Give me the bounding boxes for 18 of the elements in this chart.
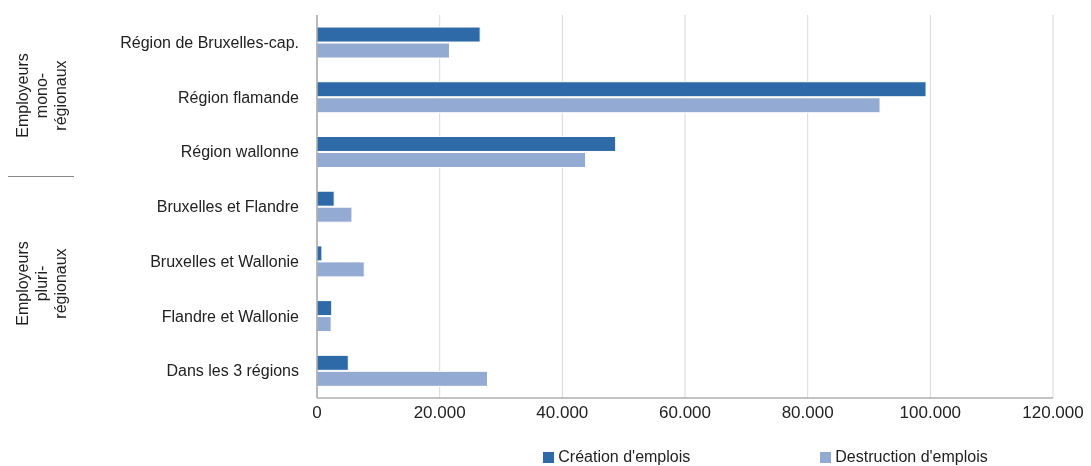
y-tick-label: Bruxelles et Wallonie — [150, 252, 300, 270]
y-tick-label: Flandre et Wallonie — [161, 307, 300, 325]
x-tick-label: 40.000 — [536, 403, 589, 423]
x-tick-label: 60.000 — [659, 403, 711, 423]
x-tick-label: 120.000 — [1022, 403, 1084, 423]
y-tick-label: Bruxelles et Flandre — [156, 198, 300, 216]
y-tick-label: Région de Bruxelles-cap. — [120, 34, 299, 52]
y-tick-label: Région flamande — [178, 88, 300, 106]
legend-label: Destruction d'emplois — [835, 448, 988, 465]
x-tick-label: 100.000 — [899, 403, 962, 423]
text: Employeurs pluri-régionaux — [12, 241, 70, 327]
x-tick-label: 80.000 — [781, 403, 834, 423]
text: Employeurs mono-régionaux — [12, 53, 70, 138]
legend-label: Création d'emplois — [558, 448, 691, 465]
y-tick-label: Région wallonne — [180, 143, 300, 161]
x-tick-label: 20.000 — [413, 403, 466, 423]
x-tick-label: 0 — [312, 403, 322, 423]
y-tick-label: Dans les 3 régions — [166, 362, 299, 380]
